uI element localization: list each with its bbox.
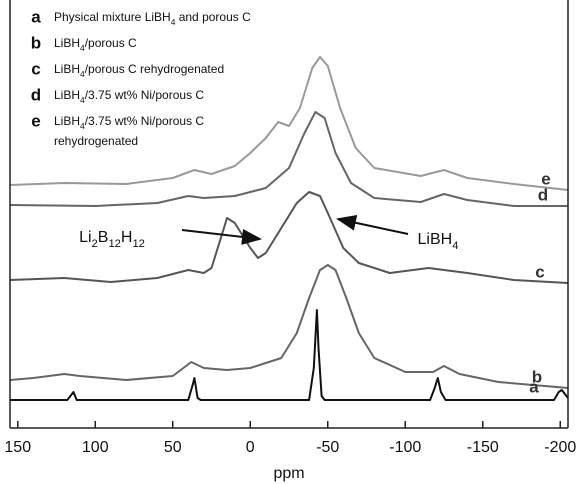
x-tick-label: -150: [467, 439, 499, 456]
x-tick-label: -200: [544, 439, 576, 456]
x-tick-label: 100: [82, 439, 109, 456]
x-tick-label: -50: [316, 439, 339, 456]
series-end-label: e: [541, 169, 550, 188]
legend-label: LiBH4/3.75 wt% Ni/porous C: [54, 88, 204, 105]
spectrum-line: [9, 111, 568, 207]
x-tick-label: 50: [164, 439, 182, 456]
legend-key: e: [31, 111, 40, 130]
spectrum-line: [9, 56, 569, 191]
plot-area: [9, 56, 569, 401]
legend-key: d: [31, 85, 41, 104]
legend-key: c: [31, 59, 40, 78]
annotation: Li2B12H12: [79, 229, 145, 250]
spectrum-line: [10, 309, 569, 401]
legend-label: Physical mixture LiBH4 and porous C: [54, 10, 251, 27]
legend-label: LiBH4/3.75 wt% Ni/porous C: [54, 114, 204, 131]
legend-label: LiBH4/porous C: [54, 36, 137, 53]
x-axis-label: ppm: [273, 465, 304, 482]
series-end-label: c: [535, 262, 544, 281]
legend-label: rehydrogenated: [54, 134, 138, 148]
x-tick-label: 0: [246, 439, 255, 456]
spectrum-line: [9, 264, 569, 389]
legend-key: b: [31, 33, 41, 52]
series-end-label: b: [532, 367, 542, 386]
x-tick-label: 150: [4, 439, 31, 456]
arrow: [336, 214, 409, 235]
series-end-label: d: [538, 185, 548, 204]
series-end-label: a: [529, 377, 539, 396]
annotation: LiBH4: [418, 231, 459, 252]
arrow: [181, 228, 262, 245]
spectrum-line: [9, 191, 569, 284]
x-tick-label: -100: [389, 439, 421, 456]
legend-label: LiBH4/porous C rehydrogenated: [54, 62, 224, 79]
legend-key: a: [31, 7, 41, 26]
